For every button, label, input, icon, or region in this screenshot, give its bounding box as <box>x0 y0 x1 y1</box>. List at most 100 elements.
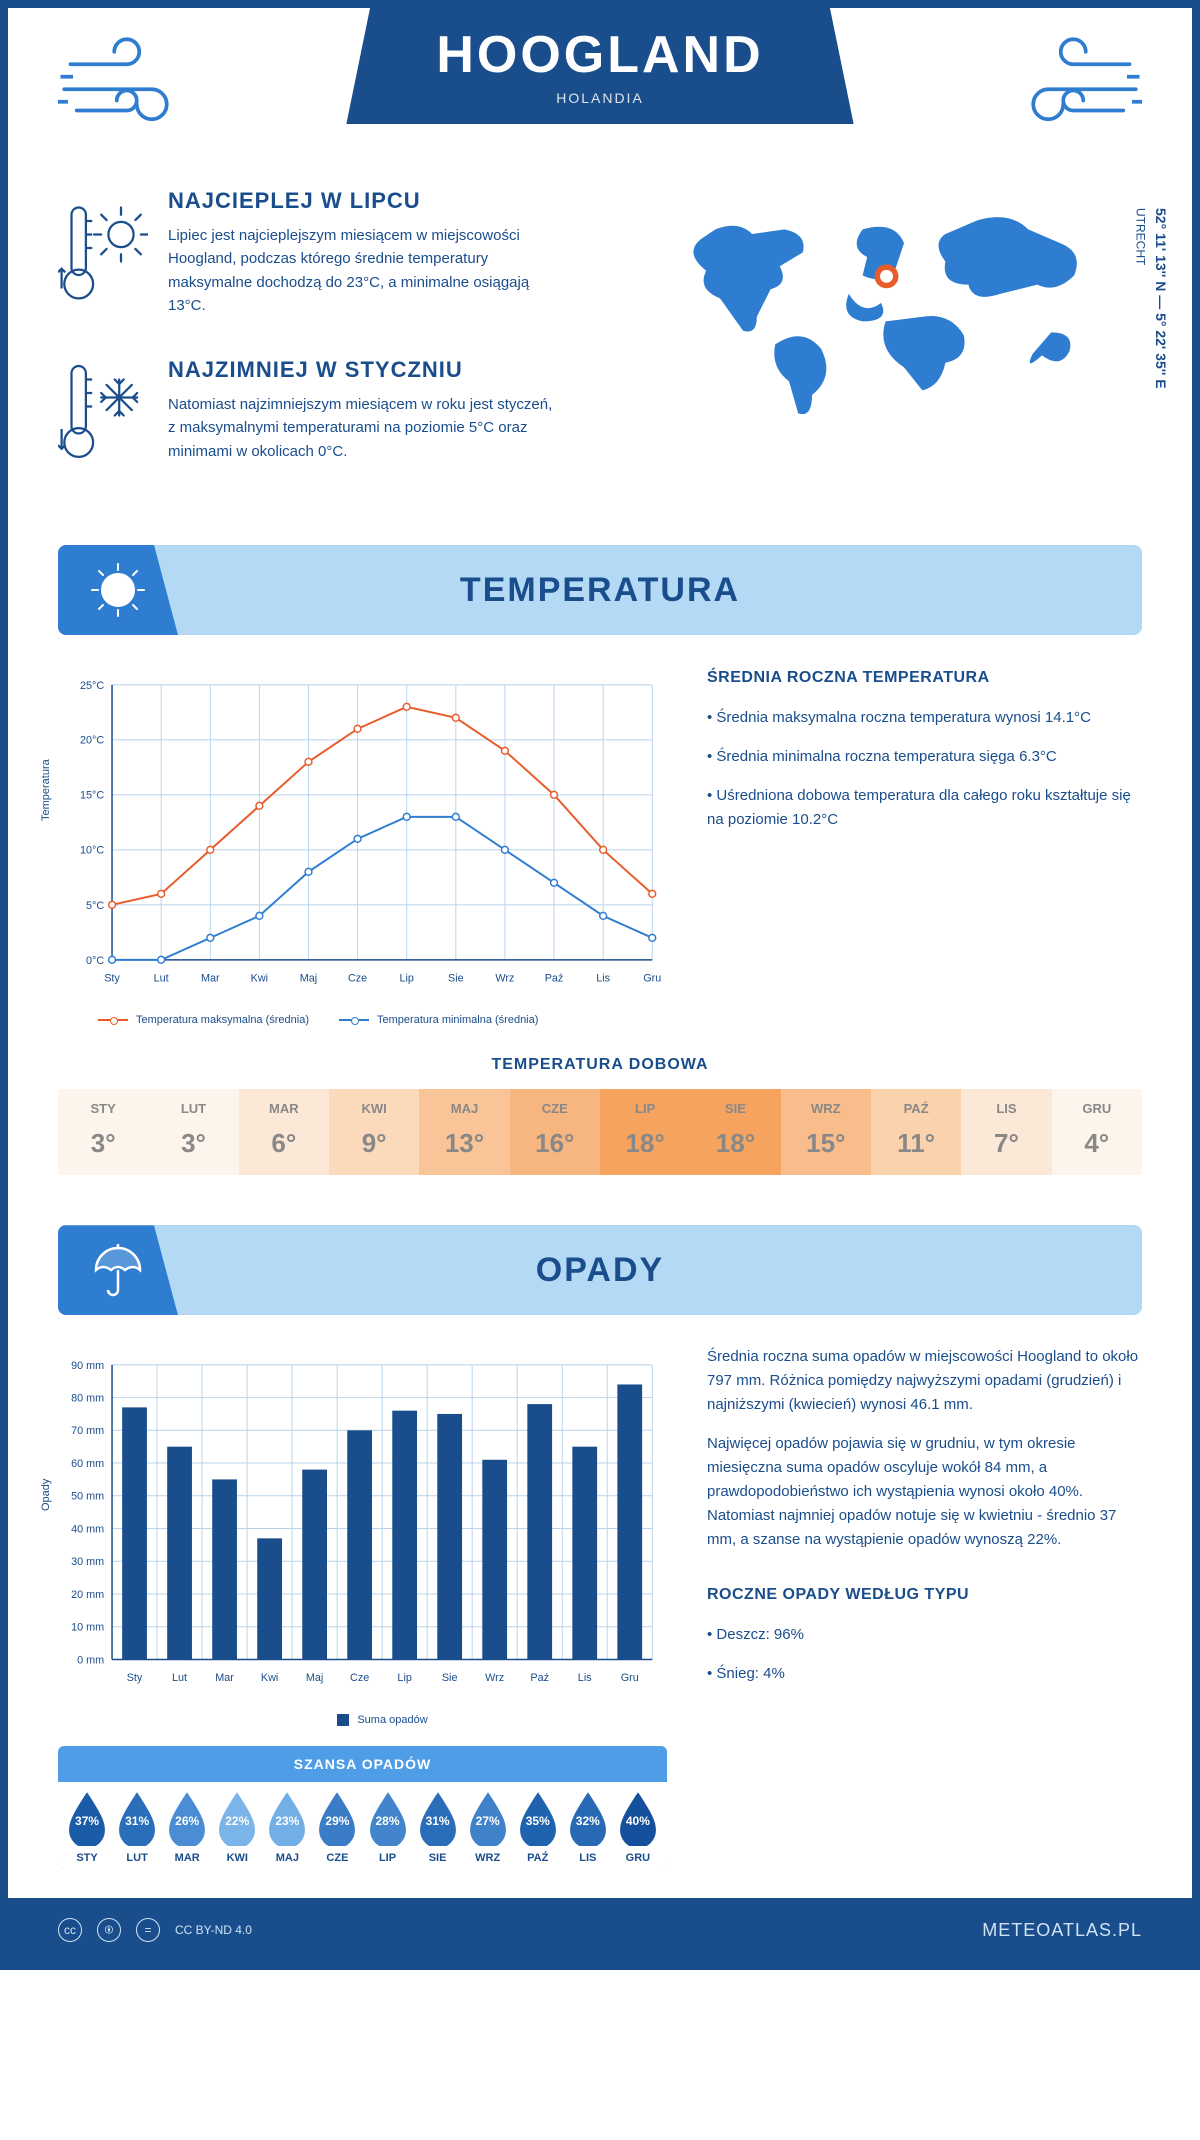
temperature-banner: TEMPERATURA <box>58 545 1142 635</box>
temp-bullet: • Uśredniona dobowa temperatura dla całe… <box>707 784 1142 832</box>
cc-icon: cc <box>58 1918 82 1942</box>
svg-text:Mar: Mar <box>215 1672 234 1684</box>
rain-types-title: ROCZNE OPADY WEDŁUG TYPU <box>707 1582 1142 1608</box>
svg-text:Lis: Lis <box>596 972 610 984</box>
rain-banner: OPADY <box>58 1225 1142 1315</box>
svg-text:0 mm: 0 mm <box>77 1655 104 1667</box>
daily-cell: STY3° <box>58 1089 148 1175</box>
daily-cell: PAŹ11° <box>871 1089 961 1175</box>
svg-text:10°C: 10°C <box>80 845 104 857</box>
chance-cell: 26% MAR <box>162 1790 212 1864</box>
daily-cell: LIS7° <box>961 1089 1051 1175</box>
coordinates: 52° 11' 13'' N — 5° 22' 35'' EUTRECHT <box>1130 208 1172 389</box>
svg-text:15°C: 15°C <box>80 790 104 802</box>
daily-cell: SIE18° <box>690 1089 780 1175</box>
rain-chance-panel: SZANSA OPADÓW 37% STY 31% LUT 26% MAR 22… <box>58 1746 667 1868</box>
svg-text:Kwi: Kwi <box>251 972 268 984</box>
svg-text:Gru: Gru <box>621 1672 639 1684</box>
rain-text-1: Średnia roczna suma opadów w miejscowośc… <box>707 1345 1142 1417</box>
chance-cell: 32% LIS <box>563 1790 613 1864</box>
rain-type-item: • Śnieg: 4% <box>707 1662 1142 1686</box>
chance-cell: 37% STY <box>62 1790 112 1864</box>
hot-fact: NAJCIEPLEJ W LIPCU Lipiec jest najcieple… <box>58 188 580 317</box>
svg-text:Cze: Cze <box>348 972 367 984</box>
svg-text:Gru: Gru <box>643 972 661 984</box>
temperature-line-chart: Temperatura 0°C5°C10°C15°C20°C25°CStyLut… <box>58 665 667 1004</box>
svg-text:Lut: Lut <box>154 972 169 984</box>
city-name: HOOGLAND <box>436 25 763 85</box>
svg-text:Wrz: Wrz <box>485 1672 504 1684</box>
rain-legend: Suma opadów <box>58 1714 667 1726</box>
cold-fact: NAJZIMNIEJ W STYCZNIU Natomiast najzimni… <box>58 357 580 465</box>
daily-temp-table: STY3°LUT3°MAR6°KWI9°MAJ13°CZE16°LIP18°SI… <box>58 1089 1142 1175</box>
chance-cell: 29% CZE <box>312 1790 362 1864</box>
svg-text:20 mm: 20 mm <box>71 1589 104 1601</box>
rain-title: OPADY <box>536 1251 664 1290</box>
chance-cell: 31% LUT <box>112 1790 162 1864</box>
svg-text:70 mm: 70 mm <box>71 1426 104 1438</box>
country-name: HOLANDIA <box>436 90 763 106</box>
svg-text:20°C: 20°C <box>80 735 104 747</box>
daily-cell: MAJ13° <box>419 1089 509 1175</box>
svg-text:Lut: Lut <box>172 1672 187 1684</box>
svg-text:5°C: 5°C <box>86 900 104 912</box>
svg-text:Kwi: Kwi <box>261 1672 278 1684</box>
svg-text:Cze: Cze <box>350 1672 369 1684</box>
svg-text:50 mm: 50 mm <box>71 1491 104 1503</box>
hot-text: Lipiec jest najcieplejszym miesiącem w m… <box>168 224 558 317</box>
svg-text:Lip: Lip <box>397 1672 411 1684</box>
cc-nd-icon: = <box>136 1918 160 1942</box>
rain-text-2: Najwięcej opadów pojawia się w grudniu, … <box>707 1432 1142 1552</box>
svg-text:80 mm: 80 mm <box>71 1393 104 1405</box>
daily-cell: CZE16° <box>510 1089 600 1175</box>
svg-text:Paź: Paź <box>530 1672 549 1684</box>
world-map-icon <box>651 188 1111 427</box>
chance-cell: 27% WRZ <box>463 1790 513 1864</box>
temperature-title: TEMPERATURA <box>460 571 740 610</box>
site-name: METEOATLAS.PL <box>982 1920 1142 1941</box>
daily-cell: MAR6° <box>239 1089 329 1175</box>
daily-cell: GRU4° <box>1052 1089 1142 1175</box>
sun-icon <box>58 545 178 635</box>
umbrella-icon <box>58 1225 178 1315</box>
wind-icon <box>58 33 208 138</box>
svg-text:10 mm: 10 mm <box>71 1622 104 1634</box>
svg-text:Paź: Paź <box>545 972 564 984</box>
svg-text:Mar: Mar <box>201 972 220 984</box>
svg-text:60 mm: 60 mm <box>71 1458 104 1470</box>
daily-cell: KWI9° <box>329 1089 419 1175</box>
svg-text:Maj: Maj <box>300 972 317 984</box>
daily-cell: LUT3° <box>148 1089 238 1175</box>
svg-text:Wrz: Wrz <box>495 972 514 984</box>
rain-bar-chart: Opady 0 mm10 mm20 mm30 mm40 mm50 mm60 mm… <box>58 1345 667 1704</box>
chance-cell: 31% SIE <box>413 1790 463 1864</box>
chance-cell: 22% KWI <box>212 1790 262 1864</box>
temperature-legend: .lg-line[style*='e85c2c']::before{border… <box>58 1014 667 1026</box>
svg-text:40 mm: 40 mm <box>71 1524 104 1536</box>
rain-type-item: • Deszcz: 96% <box>707 1623 1142 1647</box>
svg-text:Sty: Sty <box>127 1672 143 1684</box>
svg-text:Maj: Maj <box>306 1672 323 1684</box>
svg-text:Sie: Sie <box>442 1672 458 1684</box>
chance-cell: 35% PAŹ <box>513 1790 563 1864</box>
svg-text:30 mm: 30 mm <box>71 1557 104 1569</box>
daily-cell: WRZ15° <box>781 1089 871 1175</box>
title-banner: HOOGLAND HOLANDIA <box>346 0 853 124</box>
thermometer-snow-icon <box>58 357 148 465</box>
wind-icon <box>992 33 1142 138</box>
chance-cell: 40% GRU <box>613 1790 663 1864</box>
svg-text:Sie: Sie <box>448 972 464 984</box>
svg-text:Lip: Lip <box>399 972 413 984</box>
svg-text:Sty: Sty <box>104 972 120 984</box>
license-text: CC BY-ND 4.0 <box>175 1923 252 1937</box>
thermometer-sun-icon <box>58 188 148 317</box>
daily-temp-title: TEMPERATURA DOBOWA <box>58 1056 1142 1074</box>
svg-text:90 mm: 90 mm <box>71 1360 104 1372</box>
header: HOOGLAND HOLANDIA <box>58 8 1142 138</box>
temp-bullet: • Średnia maksymalna roczna temperatura … <box>707 706 1142 730</box>
cc-by-icon: 🅯 <box>97 1918 121 1942</box>
chance-cell: 28% LIP <box>362 1790 412 1864</box>
avg-temp-title: ŚREDNIA ROCZNA TEMPERATURA <box>707 665 1142 691</box>
svg-text:0°C: 0°C <box>86 955 104 967</box>
chance-cell: 23% MAJ <box>262 1790 312 1864</box>
